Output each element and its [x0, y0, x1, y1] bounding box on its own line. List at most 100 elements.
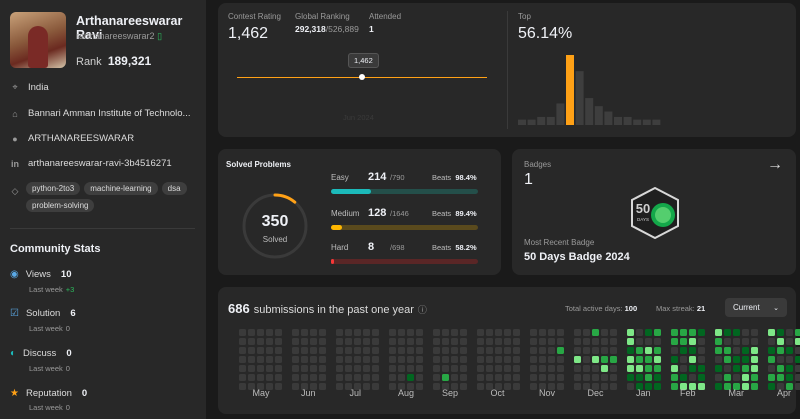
heatmap-day[interactable] — [310, 338, 317, 345]
heatmap-day[interactable] — [398, 356, 405, 363]
fifty-days-badge-icon[interactable] — [630, 187, 680, 239]
skill-tag[interactable]: python-2to3 — [26, 182, 81, 195]
heatmap-day[interactable] — [292, 338, 299, 345]
heatmap-day[interactable] — [636, 374, 643, 381]
heatmap-day[interactable] — [786, 329, 793, 336]
heatmap-day[interactable] — [319, 329, 326, 336]
heatmap-day[interactable] — [451, 383, 458, 390]
heatmap-day[interactable] — [292, 356, 299, 363]
heatmap-day[interactable] — [407, 374, 414, 381]
heatmap-day[interactable] — [239, 374, 246, 381]
arrow-right-icon[interactable]: → — [767, 156, 783, 173]
heatmap-day[interactable] — [530, 338, 537, 345]
heatmap-day[interactable] — [372, 374, 379, 381]
heatmap-day[interactable] — [610, 347, 617, 354]
heatmap-day[interactable] — [363, 365, 370, 372]
heatmap-day[interactable] — [301, 374, 308, 381]
heatmap-day[interactable] — [398, 365, 405, 372]
heatmap-day[interactable] — [363, 347, 370, 354]
heatmap-day[interactable] — [636, 356, 643, 363]
heatmap-day[interactable] — [715, 383, 722, 390]
heatmap-day[interactable] — [751, 383, 758, 390]
heatmap-day[interactable] — [671, 374, 678, 381]
heatmap-day[interactable] — [680, 329, 687, 336]
heatmap-day[interactable] — [504, 338, 511, 345]
heatmap-day[interactable] — [601, 374, 608, 381]
heatmap-day[interactable] — [539, 383, 546, 390]
heatmap-day[interactable] — [495, 347, 502, 354]
heatmap-day[interactable] — [786, 347, 793, 354]
avatar[interactable] — [10, 12, 66, 68]
heatmap-day[interactable] — [698, 356, 705, 363]
heatmap-day[interactable] — [768, 356, 775, 363]
heatmap-day[interactable] — [363, 329, 370, 336]
heatmap-day[interactable] — [671, 365, 678, 372]
heatmap-day[interactable] — [627, 365, 634, 372]
heatmap-day[interactable] — [433, 338, 440, 345]
heatmap-day[interactable] — [486, 365, 493, 372]
heatmap-day[interactable] — [451, 356, 458, 363]
heatmap-day[interactable] — [768, 383, 775, 390]
heatmap-day[interactable] — [530, 383, 537, 390]
heatmap-day[interactable] — [310, 356, 317, 363]
heatmap-day[interactable] — [486, 374, 493, 381]
heatmap-day[interactable] — [733, 329, 740, 336]
heatmap-day[interactable] — [698, 347, 705, 354]
heatmap-day[interactable] — [310, 365, 317, 372]
heatmap-day[interactable] — [645, 338, 652, 345]
heatmap-day[interactable] — [742, 383, 749, 390]
heatmap-day[interactable] — [389, 329, 396, 336]
heatmap-day[interactable] — [292, 347, 299, 354]
heatmap-day[interactable] — [416, 347, 423, 354]
heatmap-day[interactable] — [460, 356, 467, 363]
heatmap-day[interactable] — [266, 374, 273, 381]
heatmap-day[interactable] — [460, 374, 467, 381]
heatmap-day[interactable] — [724, 347, 731, 354]
heatmap-day[interactable] — [724, 338, 731, 345]
linkedin-link[interactable]: arthanareeswarar-ravi-3b4516271 — [28, 158, 172, 169]
heatmap-day[interactable] — [336, 356, 343, 363]
heatmap-day[interactable] — [389, 338, 396, 345]
heatmap-day[interactable] — [583, 374, 590, 381]
heatmap-day[interactable] — [460, 365, 467, 372]
heatmap-day[interactable] — [601, 338, 608, 345]
heatmap-day[interactable] — [592, 356, 599, 363]
heatmap-day[interactable] — [336, 329, 343, 336]
heatmap-day[interactable] — [275, 347, 282, 354]
heatmap-day[interactable] — [645, 329, 652, 336]
heatmap-day[interactable] — [583, 383, 590, 390]
heatmap-day[interactable] — [239, 329, 246, 336]
heatmap-day[interactable] — [654, 374, 661, 381]
heatmap-day[interactable] — [275, 356, 282, 363]
heatmap-day[interactable] — [583, 329, 590, 336]
heatmap-day[interactable] — [627, 329, 634, 336]
heatmap-day[interactable] — [504, 347, 511, 354]
heatmap-day[interactable] — [557, 338, 564, 345]
heatmap-day[interactable] — [574, 365, 581, 372]
heatmap-day[interactable] — [733, 356, 740, 363]
heatmap-day[interactable] — [698, 365, 705, 372]
heatmap-day[interactable] — [513, 365, 520, 372]
heatmap-day[interactable] — [513, 374, 520, 381]
heatmap-day[interactable] — [768, 338, 775, 345]
heatmap-day[interactable] — [319, 347, 326, 354]
heatmap-day[interactable] — [671, 338, 678, 345]
heatmap-day[interactable] — [539, 338, 546, 345]
heatmap-day[interactable] — [795, 383, 800, 390]
heatmap-day[interactable] — [724, 329, 731, 336]
heatmap-day[interactable] — [627, 383, 634, 390]
heatmap-day[interactable] — [548, 374, 555, 381]
heatmap-day[interactable] — [363, 374, 370, 381]
copy-icon[interactable]: ▯ — [157, 31, 163, 41]
heatmap-day[interactable] — [495, 374, 502, 381]
heatmap-day[interactable] — [442, 356, 449, 363]
heatmap-day[interactable] — [645, 365, 652, 372]
heatmap-day[interactable] — [301, 383, 308, 390]
heatmap-day[interactable] — [768, 365, 775, 372]
heatmap-day[interactable] — [654, 365, 661, 372]
heatmap-day[interactable] — [557, 365, 564, 372]
heatmap-day[interactable] — [495, 365, 502, 372]
heatmap-day[interactable] — [495, 383, 502, 390]
heatmap-day[interactable] — [275, 383, 282, 390]
heatmap-day[interactable] — [495, 338, 502, 345]
